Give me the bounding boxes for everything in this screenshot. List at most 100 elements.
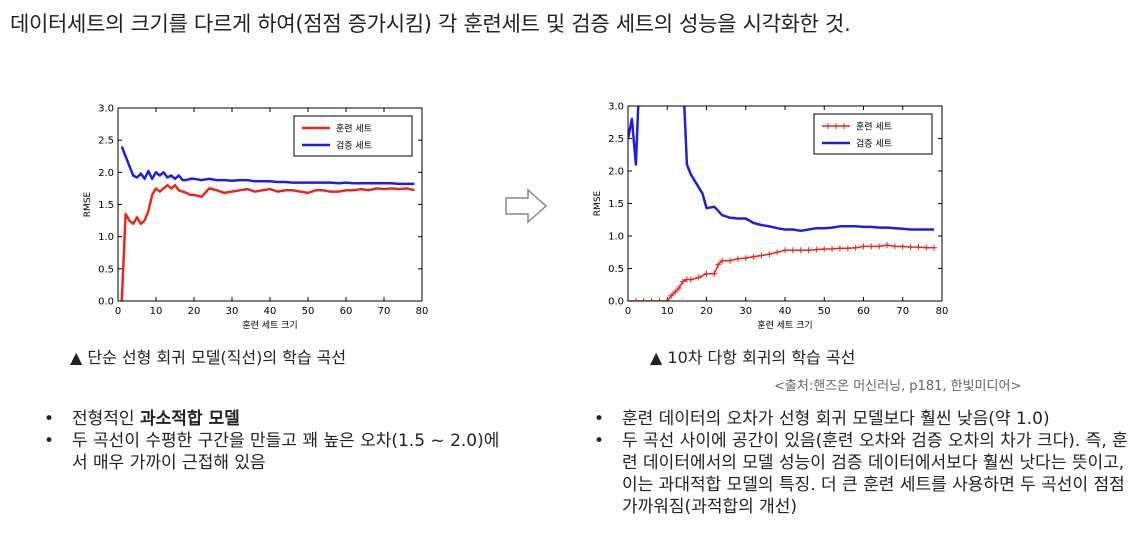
list-item: 훈련 데이터의 오차가 선형 회귀 모델보다 훨씬 낮음(약 1.0) (590, 408, 1138, 430)
y-axis-label: RMSE (593, 190, 603, 216)
data-point (844, 245, 851, 252)
data-point (742, 255, 749, 262)
y-tick-label: 1.0 (608, 232, 624, 243)
y-tick-label: 1.0 (98, 232, 114, 243)
series-1 (628, 106, 935, 233)
series-line (628, 244, 935, 301)
y-tick-label: 1.5 (98, 200, 114, 211)
left-chart-caption: ▲ 단순 선형 회귀 모델(직선)의 학습 곡선 (70, 348, 347, 367)
data-point (805, 247, 812, 254)
data-point (884, 242, 891, 249)
data-point (664, 298, 671, 301)
y-tick-label: 0.5 (608, 264, 624, 275)
x-axis-label: 훈련 세트 크기 (242, 319, 297, 331)
data-point (727, 257, 734, 264)
series-0 (120, 183, 415, 301)
data-point (876, 243, 883, 250)
list-item: 두 곡선이 수평한 구간을 만들고 꽤 높은 오차(1.5 ~ 2.0)에서 매… (40, 430, 510, 474)
legend-label: 훈련 세트 (856, 121, 892, 133)
data-point (695, 274, 702, 281)
y-tick-label: 2.5 (608, 134, 624, 145)
y-tick-label: 2.0 (608, 167, 624, 178)
data-point (719, 257, 726, 264)
right-bullet-list: 훈련 데이터의 오차가 선형 회귀 모델보다 훨씬 낮음(약 1.0) 두 곡선… (590, 408, 1138, 518)
x-tick-label: 30 (226, 306, 239, 317)
data-point (899, 243, 906, 250)
data-point (711, 270, 718, 277)
data-point (931, 244, 938, 251)
list-item: 전형적인 과소적합 모델 (40, 408, 510, 430)
data-point (715, 261, 722, 268)
data-point (758, 252, 765, 259)
data-point (789, 247, 796, 254)
data-point (687, 276, 694, 283)
plot-frame (627, 105, 943, 302)
data-point (821, 246, 828, 252)
x-tick-label: 50 (302, 306, 315, 317)
legend-box (293, 115, 413, 157)
x-tick-label: 0 (115, 306, 121, 317)
data-point (656, 298, 663, 301)
series-1 (120, 146, 415, 186)
y-tick-label: 3.0 (98, 104, 114, 115)
legend-marker (841, 123, 847, 129)
data-point (915, 244, 922, 251)
linear-learning-curve-chart: 0 10 20 30 40 50 60 70 80 0.0 0.5 1.0 1.5 2.0 2.5 3.0 훈련… (83, 104, 429, 332)
data-point (734, 255, 741, 262)
legend-marker (833, 123, 839, 129)
x-tick-label: 80 (416, 306, 429, 317)
right-chart-caption: ▲ 10차 다항 회귀의 학습 곡선 (650, 348, 856, 367)
y-tick-label: 3.0 (608, 102, 624, 113)
x-tick-label: 20 (700, 306, 713, 317)
x-tick-label: 70 (378, 306, 391, 317)
source-citation: <출처:핸즈온 머신러닝, p181, 한빛미디어> (774, 379, 1022, 394)
list-item: 두 곡선 사이에 공간이 있음(훈련 오차와 검증 오차의 차가 크다). 즉,… (590, 430, 1138, 518)
legend-marker (825, 123, 831, 129)
data-point (907, 244, 914, 251)
left-bullet-list: 전형적인 과소적합 모델 두 곡선이 수평한 구간을 만들고 꽤 높은 오차(1… (40, 408, 510, 474)
y-tick-label: 0.0 (608, 297, 624, 308)
series-0 (628, 242, 938, 301)
data-point (860, 243, 867, 250)
x-tick-label: 70 (896, 306, 909, 317)
y-tick-label: 2.5 (98, 136, 114, 147)
x-tick-label: 60 (857, 306, 870, 317)
data-point (679, 278, 686, 285)
data-point (703, 270, 710, 277)
x-tick-label: 40 (264, 306, 277, 317)
data-point (829, 246, 836, 252)
right-arrow-icon (505, 188, 548, 224)
data-point (766, 251, 773, 258)
legend-label: 검증 세트 (856, 138, 892, 150)
data-point (782, 247, 788, 254)
data-point (813, 246, 820, 253)
y-tick-label: 0.5 (98, 264, 114, 275)
y-tick-label: 1.5 (608, 199, 624, 210)
data-point (797, 247, 804, 254)
polynomial-learning-curve-chart: 0 10 20 30 40 50 60 70 80 0.0 0.5 1.0 1.5 2.0 2.5 3.0 훈련… (593, 102, 948, 332)
plot-frame (117, 107, 423, 302)
data-point (640, 298, 647, 301)
page-title: 데이터세트의 크기를 다르게 하여(점점 증가시킴) 각 훈련세트 및 검증 세… (10, 12, 851, 36)
x-tick-label: 50 (818, 306, 831, 317)
series-line (628, 106, 935, 233)
data-point (891, 243, 898, 250)
data-point (923, 244, 930, 251)
y-axis-label: RMSE (83, 191, 93, 217)
data-point (668, 292, 675, 299)
x-tick-label: 10 (150, 306, 163, 317)
data-point (774, 249, 781, 256)
data-point (750, 253, 757, 260)
x-tick-label: 20 (188, 306, 201, 317)
data-point (676, 285, 683, 291)
series-line (120, 146, 415, 186)
y-tick-label: 0.0 (98, 297, 114, 308)
x-axis-label: 훈련 세트 크기 (757, 319, 812, 331)
data-point (836, 245, 843, 252)
data-point (868, 243, 875, 250)
data-point (672, 288, 679, 295)
y-tick-label: 2.0 (98, 168, 114, 179)
legend-label: 검증 세트 (336, 140, 372, 152)
x-tick-label: 30 (739, 306, 752, 317)
data-point (632, 298, 639, 301)
